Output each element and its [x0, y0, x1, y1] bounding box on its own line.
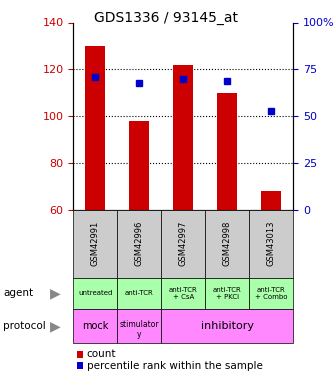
Bar: [217, 93, 237, 210]
Text: anti-TCR
+ PKCi: anti-TCR + PKCi: [213, 287, 241, 300]
Text: mock: mock: [82, 321, 109, 331]
Text: count: count: [87, 350, 116, 359]
Bar: [161, 309, 293, 343]
Bar: [161, 210, 205, 278]
Text: percentile rank within the sample: percentile rank within the sample: [87, 361, 262, 370]
Text: GSM42998: GSM42998: [222, 221, 232, 266]
Bar: [85, 46, 105, 210]
Bar: [73, 309, 117, 343]
Bar: [117, 309, 161, 343]
Text: agent: agent: [3, 288, 33, 298]
Text: GSM42996: GSM42996: [135, 221, 144, 266]
Text: GDS1336 / 93145_at: GDS1336 / 93145_at: [95, 11, 238, 25]
Text: GSM43013: GSM43013: [266, 221, 276, 267]
Bar: [117, 210, 161, 278]
Bar: [249, 278, 293, 309]
Text: stimulator
y: stimulator y: [120, 320, 159, 339]
Text: inhibitory: inhibitory: [200, 321, 254, 331]
Bar: [117, 278, 161, 309]
Text: anti-TCR: anti-TCR: [125, 290, 154, 296]
Text: GSM42997: GSM42997: [178, 221, 188, 266]
Bar: [205, 210, 249, 278]
Bar: [161, 278, 205, 309]
Bar: [173, 64, 193, 210]
Bar: [129, 121, 149, 210]
Bar: [261, 191, 281, 210]
Bar: [73, 210, 117, 278]
Text: anti-TCR
+ Combo: anti-TCR + Combo: [255, 287, 287, 300]
Bar: [249, 210, 293, 278]
Text: protocol: protocol: [3, 321, 46, 331]
Text: anti-TCR
+ CsA: anti-TCR + CsA: [169, 287, 197, 300]
Text: ▶: ▶: [50, 286, 60, 300]
Text: GSM42991: GSM42991: [91, 221, 100, 266]
Bar: [73, 278, 117, 309]
Text: ▶: ▶: [50, 319, 60, 333]
Text: untreated: untreated: [78, 290, 113, 296]
Bar: [205, 278, 249, 309]
